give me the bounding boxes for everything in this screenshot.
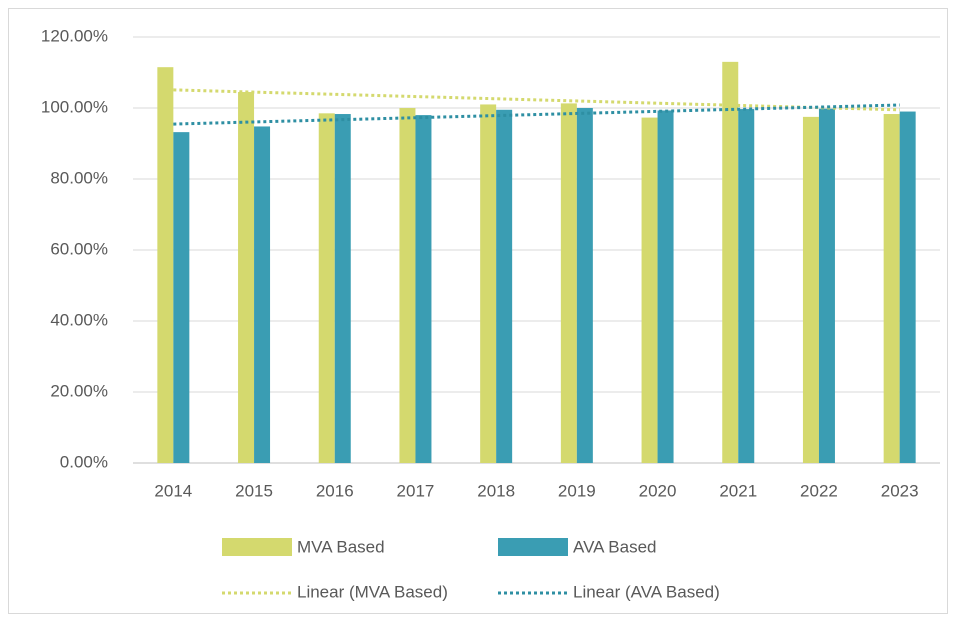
legend-swatch [222,538,292,556]
x-tick-label: 2019 [558,481,596,500]
bar [657,110,674,464]
trendline [173,103,900,126]
y-tick-label: 0.00% [60,452,108,471]
bar [738,109,755,463]
legend-label: Linear (MVA Based) [297,582,448,601]
y-tick-label: 40.00% [50,310,108,329]
x-tick-label: 2016 [316,481,354,500]
bar [415,115,432,463]
x-tick-label: 2020 [639,481,677,500]
bar [318,113,335,463]
bar [238,92,255,464]
bar [641,117,658,464]
y-tick-label: 60.00% [50,239,108,258]
x-tick-label: 2022 [800,481,838,500]
bar [560,103,577,463]
x-tick-label: 2017 [397,481,435,500]
bar [496,109,513,464]
bar [399,108,416,463]
bar [818,108,835,464]
y-tick-label: 20.00% [50,381,108,400]
y-tick-label: 100.00% [41,97,108,116]
bar [480,104,497,463]
trendline [173,88,900,112]
bar [899,111,916,464]
legend-label: AVA Based [573,537,656,556]
bar [157,67,174,464]
x-tick-label: 2023 [881,481,919,500]
x-tick-label: 2015 [235,481,273,500]
bar [722,61,739,463]
bar [576,108,593,463]
x-tick-label: 2018 [477,481,515,500]
legend-label: Linear (AVA Based) [573,582,720,601]
x-tick-label: 2021 [719,481,757,500]
bar [334,114,351,463]
bar [802,116,819,463]
y-tick-label: 80.00% [50,168,108,187]
legend-swatch [498,538,568,556]
bar [173,132,190,463]
chart-frame [8,8,948,614]
x-tick-label: 2014 [154,481,192,500]
legend-label: MVA Based [297,537,385,556]
bar [254,126,271,464]
bar [883,114,900,463]
y-tick-label: 120.00% [41,26,108,45]
